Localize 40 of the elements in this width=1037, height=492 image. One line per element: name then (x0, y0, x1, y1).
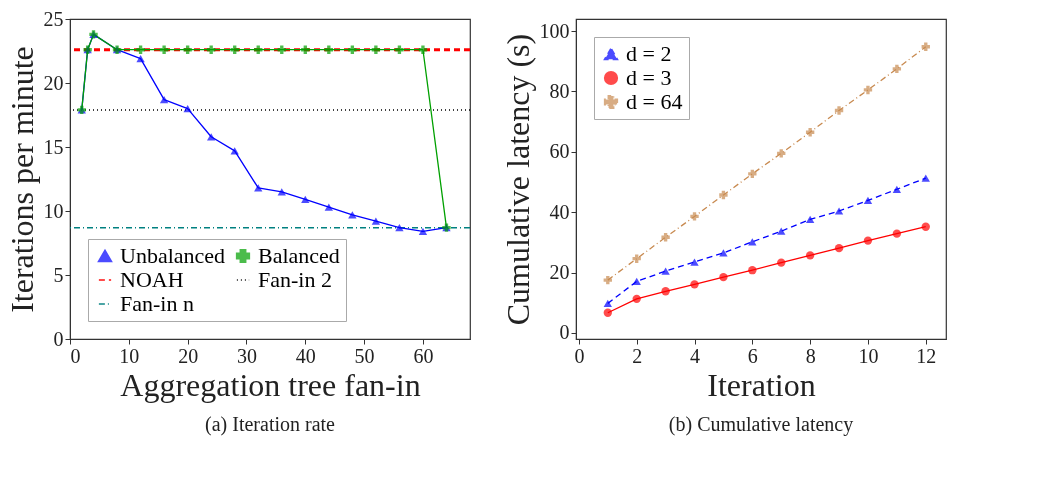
legend-label: Fan-in 2 (258, 267, 332, 292)
y-tick-label: 25 (43, 7, 64, 30)
text: (a) Iteration rate (205, 413, 336, 436)
y-axis-title: Iterations per minute (3, 46, 40, 313)
y-tick-label: 60 (549, 140, 570, 163)
y-tick-label: 40 (549, 200, 570, 223)
x-tick-label: 60 (413, 344, 434, 367)
x-tick-label: 2 (632, 344, 643, 367)
x-tick-label: 0 (70, 344, 81, 367)
legend-label: d = 2 (626, 41, 672, 66)
y-axis-title: Cumulative latency (s) (499, 33, 536, 326)
legend-label: d = 64 (626, 89, 683, 114)
x-tick-label: 8 (805, 344, 816, 367)
legend-label: Balanced (258, 243, 340, 268)
x-tick-label: 50 (354, 344, 375, 367)
y-tick-label: 20 (549, 261, 570, 284)
legend-label: NOAH (120, 267, 184, 292)
y-tick-label: 100 (539, 19, 570, 42)
legend-label: Fan-in n (120, 291, 194, 316)
y-tick-label: 5 (53, 263, 64, 286)
x-tick-label: 10 (858, 344, 879, 367)
x-tick-label: 30 (236, 344, 257, 367)
y-tick-label: 0 (559, 321, 570, 344)
y-tick-label: 80 (549, 79, 570, 102)
y-tick-label: 0 (53, 327, 64, 350)
x-tick-label: 40 (295, 344, 316, 367)
x-tick-label: 20 (178, 344, 199, 367)
y-tick-label: 10 (43, 199, 64, 222)
x-axis-title: Aggregation tree fan-in (120, 366, 421, 403)
x-tick-label: 10 (119, 344, 140, 367)
x-tick-label: 6 (747, 344, 758, 367)
x-axis-title: Iteration (707, 366, 816, 403)
legend-label: Unbalanced (120, 243, 226, 268)
text: (b) Cumulative latency (668, 413, 854, 436)
y-tick-label: 15 (43, 135, 64, 158)
x-tick-label: 0 (574, 344, 585, 367)
x-tick-label: 4 (690, 344, 701, 367)
legend-label: d = 3 (626, 65, 672, 90)
y-tick-label: 20 (43, 71, 64, 94)
x-tick-label: 12 (916, 344, 937, 367)
